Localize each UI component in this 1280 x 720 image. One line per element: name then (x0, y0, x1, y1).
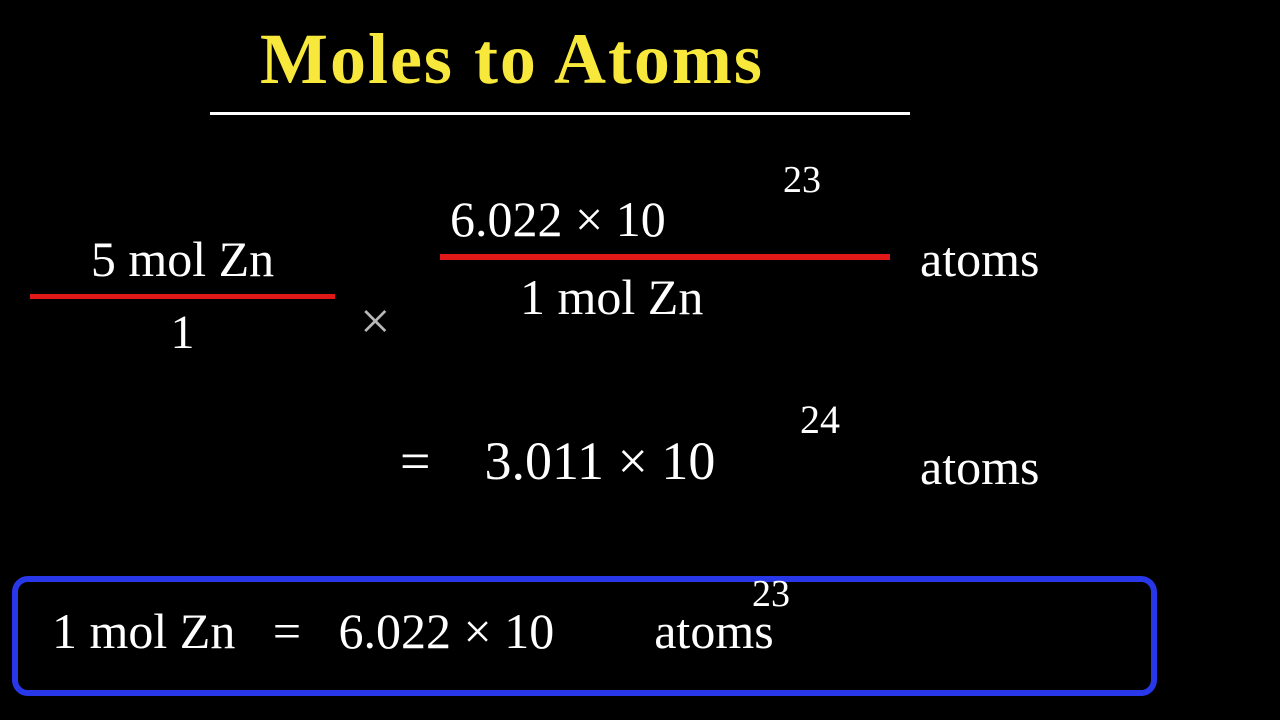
page-title: Moles to Atoms (260, 18, 764, 101)
result-expression: = 3.011 × 10 24 (400, 430, 715, 492)
result-unit: atoms (920, 438, 1039, 496)
fraction-2: 6.022 × 10 23 1 mol Zn (430, 190, 890, 326)
avogadro-exponent: 23 (783, 158, 821, 202)
formula-rhs-base: 6.022 × 10 (339, 603, 555, 659)
fraction-2-denominator: 1 mol Zn (430, 260, 890, 326)
formula-equals: = (273, 603, 301, 659)
multiply-sign: × (360, 290, 390, 352)
fraction-1-numerator: 5 mol Zn (30, 230, 335, 294)
formula-lhs: 1 mol Zn (52, 603, 235, 659)
avogadro-formula: 1 mol Zn = 6.022 × 10 23 atoms (52, 602, 774, 660)
result-base: 3.011 × 10 (484, 431, 715, 491)
result-exponent: 24 (800, 396, 840, 443)
fraction-1: 5 mol Zn 1 (30, 230, 335, 360)
fraction-2-numerator: 6.022 × 10 23 (430, 190, 890, 254)
title-underline (210, 112, 910, 115)
fraction-1-denominator: 1 (30, 299, 335, 360)
equals-sign: = (400, 431, 430, 491)
fraction-2-unit: atoms (920, 230, 1039, 288)
avogadro-base: 6.022 × 10 (450, 191, 666, 247)
formula-rhs-exponent: 23 (752, 572, 790, 616)
